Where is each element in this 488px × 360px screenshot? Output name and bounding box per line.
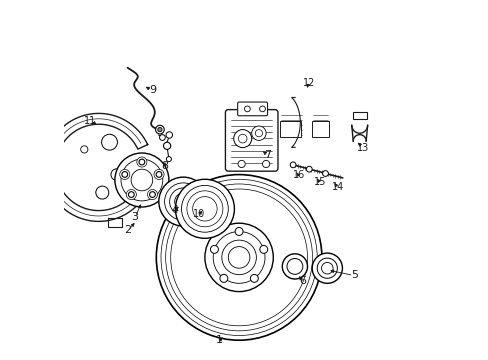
Circle shape: [255, 130, 262, 137]
Circle shape: [121, 159, 163, 201]
Circle shape: [322, 171, 328, 176]
Circle shape: [250, 274, 258, 282]
Circle shape: [204, 223, 273, 292]
Circle shape: [282, 254, 307, 279]
Text: 9: 9: [149, 85, 156, 95]
Circle shape: [306, 166, 311, 172]
Text: 12: 12: [303, 78, 315, 88]
Text: 10: 10: [192, 209, 204, 219]
Text: 11: 11: [84, 116, 96, 126]
Circle shape: [259, 246, 267, 253]
Circle shape: [166, 157, 171, 162]
Circle shape: [210, 246, 218, 253]
Circle shape: [174, 193, 192, 210]
Circle shape: [286, 258, 302, 274]
Circle shape: [159, 177, 207, 226]
Circle shape: [238, 134, 246, 143]
Circle shape: [170, 189, 307, 326]
Circle shape: [159, 135, 165, 140]
Circle shape: [244, 106, 250, 112]
Circle shape: [321, 262, 332, 274]
Circle shape: [317, 258, 337, 278]
Circle shape: [131, 169, 152, 191]
Circle shape: [96, 186, 108, 199]
Circle shape: [155, 125, 164, 134]
Circle shape: [81, 146, 88, 153]
Circle shape: [149, 192, 155, 197]
Text: 4: 4: [171, 204, 179, 215]
Circle shape: [154, 170, 163, 180]
Text: 7: 7: [264, 150, 271, 160]
Circle shape: [235, 228, 243, 235]
Circle shape: [111, 169, 122, 180]
Circle shape: [169, 188, 197, 215]
Text: 5: 5: [350, 270, 357, 280]
Circle shape: [115, 153, 168, 207]
Circle shape: [251, 126, 265, 140]
Circle shape: [262, 161, 269, 168]
Circle shape: [128, 192, 134, 197]
Text: 8: 8: [162, 161, 168, 171]
Circle shape: [122, 172, 127, 177]
Circle shape: [158, 127, 162, 132]
Text: 6: 6: [299, 276, 305, 286]
Text: 14: 14: [331, 182, 344, 192]
Circle shape: [139, 159, 144, 165]
Circle shape: [137, 157, 146, 167]
Bar: [311, 121, 328, 137]
Circle shape: [311, 253, 342, 283]
Circle shape: [147, 189, 157, 199]
Bar: [280, 121, 301, 137]
Text: 16: 16: [292, 170, 305, 180]
Circle shape: [165, 184, 312, 331]
Polygon shape: [44, 113, 147, 221]
Text: 1: 1: [215, 335, 223, 345]
Circle shape: [228, 247, 249, 268]
Circle shape: [161, 179, 317, 336]
Circle shape: [156, 172, 162, 177]
Circle shape: [181, 185, 228, 232]
FancyBboxPatch shape: [225, 109, 277, 171]
FancyBboxPatch shape: [237, 102, 267, 116]
Circle shape: [163, 142, 170, 149]
Text: 15: 15: [313, 177, 325, 187]
Text: 2: 2: [123, 225, 131, 235]
Circle shape: [156, 175, 321, 340]
Bar: [352, 112, 366, 119]
Text: 3: 3: [131, 212, 138, 222]
Circle shape: [164, 183, 202, 220]
Text: 13: 13: [356, 143, 368, 153]
Circle shape: [259, 106, 265, 112]
Circle shape: [126, 189, 136, 199]
Circle shape: [166, 132, 172, 138]
Circle shape: [192, 197, 217, 221]
Circle shape: [222, 240, 256, 275]
Circle shape: [213, 231, 264, 283]
Circle shape: [220, 274, 227, 282]
Circle shape: [238, 161, 244, 168]
Circle shape: [120, 170, 129, 180]
Circle shape: [175, 179, 234, 238]
Circle shape: [102, 134, 117, 150]
Circle shape: [233, 130, 251, 148]
Circle shape: [186, 191, 223, 227]
Circle shape: [289, 162, 295, 168]
